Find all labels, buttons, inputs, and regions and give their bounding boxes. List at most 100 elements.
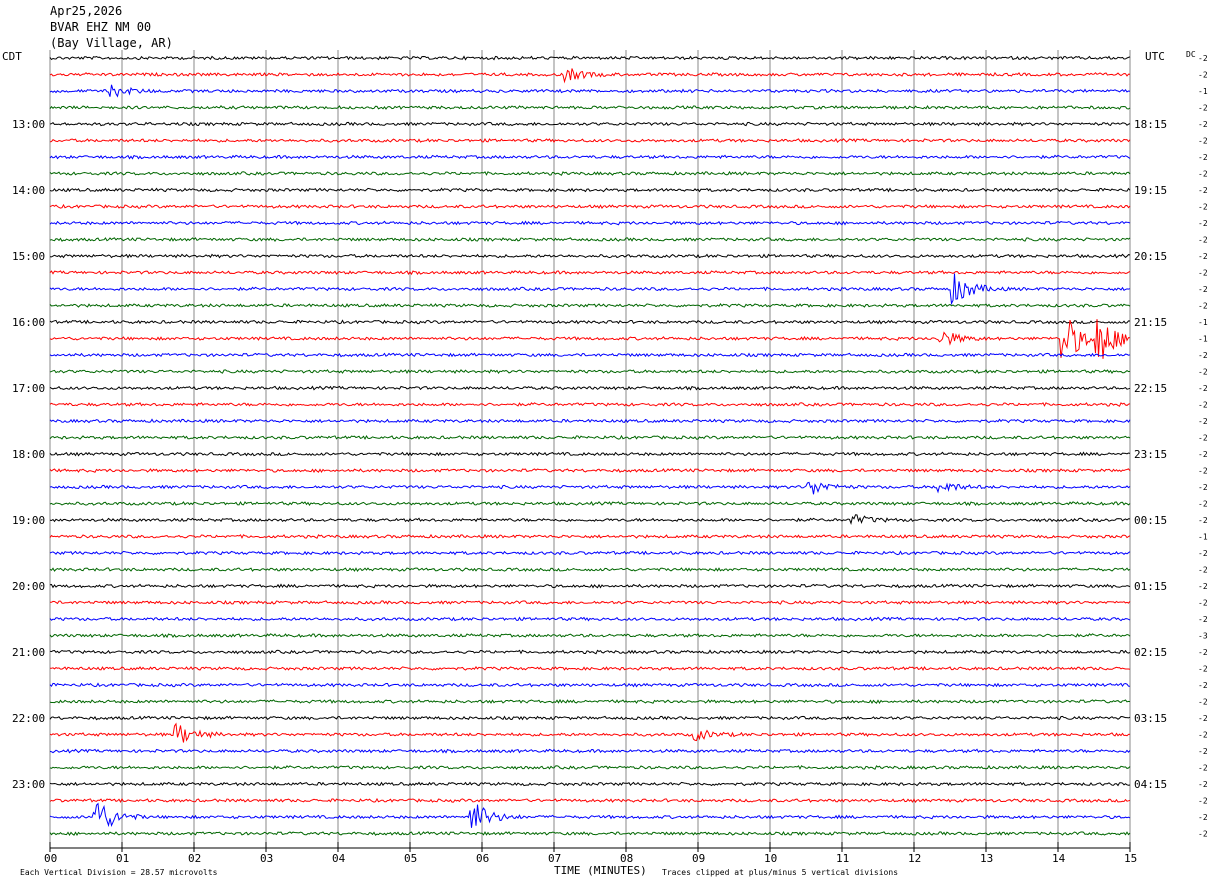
- dc-offset-label: -2: [1198, 813, 1208, 822]
- seismic-trace: [49, 722, 1131, 743]
- utc-hour-label: 02:15: [1134, 646, 1167, 659]
- utc-hour-label: 19:15: [1134, 184, 1167, 197]
- seismic-trace: [49, 764, 1131, 770]
- dc-offset-label: -2: [1198, 170, 1208, 179]
- seismic-trace: [50, 599, 1131, 606]
- seismic-trace: [49, 203, 1131, 210]
- dc-offset-label: -2: [1198, 467, 1208, 476]
- dc-offset-label: -2: [1198, 401, 1208, 410]
- seismic-trace: [49, 500, 1131, 507]
- dc-offset-label: -2: [1198, 104, 1208, 113]
- dc-offset-label: -2: [1198, 351, 1208, 360]
- x-tick-label: 00: [44, 852, 57, 865]
- dc-offset-label: -2: [1198, 764, 1208, 773]
- dc-offset-label: -2: [1198, 665, 1208, 674]
- seismic-trace: [49, 303, 1131, 308]
- x-tick-label: 04: [332, 852, 346, 865]
- x-tick-label: 12: [908, 852, 921, 865]
- seismic-trace: [49, 666, 1131, 671]
- dc-offset-label: -2: [1198, 219, 1208, 228]
- dc-offset-label: -3: [1198, 632, 1208, 641]
- seismic-trace: [49, 698, 1131, 704]
- seismic-trace: [49, 269, 1131, 276]
- seismic-trace: [49, 802, 1131, 828]
- seismic-trace: [49, 319, 1131, 325]
- dc-offset-label: -2: [1198, 186, 1208, 195]
- cdt-hour-label: 20:00: [12, 580, 45, 593]
- dc-offset-label: -2: [1198, 731, 1208, 740]
- seismic-trace: [49, 368, 1131, 375]
- cdt-hour-label: 22:00: [12, 712, 45, 725]
- seismic-trace: [49, 105, 1131, 110]
- seismic-trace: [49, 385, 1131, 391]
- dc-offset-label: -2: [1198, 269, 1208, 278]
- seismic-trace: [49, 550, 1131, 556]
- dc-offset-label: -2: [1198, 566, 1208, 575]
- utc-hour-label: 23:15: [1134, 448, 1167, 461]
- x-axis-title: TIME (MINUTES): [554, 864, 647, 877]
- dc-offset-label: -2: [1198, 252, 1208, 261]
- cdt-hour-label: 14:00: [12, 184, 45, 197]
- seismic-trace: [49, 187, 1131, 193]
- dc-offset-label: -2: [1198, 500, 1208, 509]
- seismic-trace: [49, 514, 1131, 525]
- left-axis-title: CDT: [2, 50, 22, 63]
- seismic-trace: [49, 682, 1131, 688]
- dc-offset-label: -2: [1198, 137, 1208, 146]
- utc-hour-label: 00:15: [1134, 514, 1167, 527]
- dc-offset-label: -2: [1198, 368, 1208, 377]
- seismic-trace: [49, 253, 1131, 259]
- dc-offset-label: -2: [1198, 780, 1208, 789]
- dc-offset-label: -2: [1198, 71, 1208, 80]
- utc-hour-label: 03:15: [1134, 712, 1167, 725]
- dc-offset-label: -2: [1198, 236, 1208, 245]
- x-tick-label: 05: [404, 852, 417, 865]
- utc-hour-label: 22:15: [1134, 382, 1167, 395]
- axis-labels: -2 -2 -1 -2 -2 -2 -2 -2 -2 -2 -2 -2 -2 -2 -2 -2 -1 -1 -2 -2…: [12, 54, 1208, 839]
- seismic-trace: [49, 748, 1131, 754]
- x-tick-label: 08: [620, 852, 633, 865]
- utc-hour-label: 21:15: [1134, 316, 1167, 329]
- cdt-hour-label: 17:00: [12, 382, 45, 395]
- x-tick-label: 02: [188, 852, 201, 865]
- utc-hour-label: 01:15: [1134, 580, 1167, 593]
- x-tick-label: 01: [116, 852, 129, 865]
- scale-note: Each Vertical Division = 28.57 microvolt…: [20, 868, 218, 877]
- dc-offset-label: -2: [1198, 302, 1208, 311]
- dc-offset-label: -1: [1198, 533, 1208, 542]
- x-tick-label: 15: [1124, 852, 1137, 865]
- dc-offset-label: -2: [1198, 681, 1208, 690]
- seismic-trace: [49, 467, 1131, 473]
- cdt-hour-label: 23:00: [12, 778, 45, 791]
- dc-offset-label: -2: [1198, 830, 1208, 839]
- station-location: (Bay Village, AR): [50, 36, 173, 50]
- station-code: BVAR EHZ NM 00: [50, 20, 152, 34]
- dc-offset-label: -2: [1198, 384, 1208, 393]
- dc-offset-label: -2: [1198, 203, 1208, 212]
- dc-offset-label: -2: [1198, 417, 1208, 426]
- dc-label: DC: [1186, 50, 1196, 59]
- dc-offset-label: -2: [1198, 747, 1208, 756]
- dc-offset-label: -2: [1198, 582, 1208, 591]
- seismic-trace: [49, 649, 1131, 655]
- seismic-trace: [49, 68, 1131, 84]
- x-tick-label: 10: [764, 852, 777, 865]
- seismic-trace: [49, 616, 1131, 622]
- seismic-trace: [49, 55, 1131, 61]
- seismic-trace: [49, 632, 1131, 639]
- cdt-hour-label: 15:00: [12, 250, 45, 263]
- seismic-trace: [49, 797, 1131, 804]
- x-axis: 00 01 02 03 04 05 06 07 08 09 10 11 12 13 14 15: [44, 842, 1137, 865]
- seismic-trace: [49, 170, 1131, 176]
- dc-offset-label: -2: [1198, 483, 1208, 492]
- dc-offset-label: -2: [1198, 797, 1208, 806]
- trace-group: [49, 55, 1131, 836]
- x-tick-label: 13: [980, 852, 993, 865]
- cdt-hour-label: 16:00: [12, 316, 45, 329]
- x-tick-label: 03: [260, 852, 273, 865]
- dc-offset-label: -2: [1198, 285, 1208, 294]
- dc-offset-label: -1: [1198, 87, 1208, 96]
- dc-offset-label: -2: [1198, 615, 1208, 624]
- seismic-trace: [49, 830, 1131, 836]
